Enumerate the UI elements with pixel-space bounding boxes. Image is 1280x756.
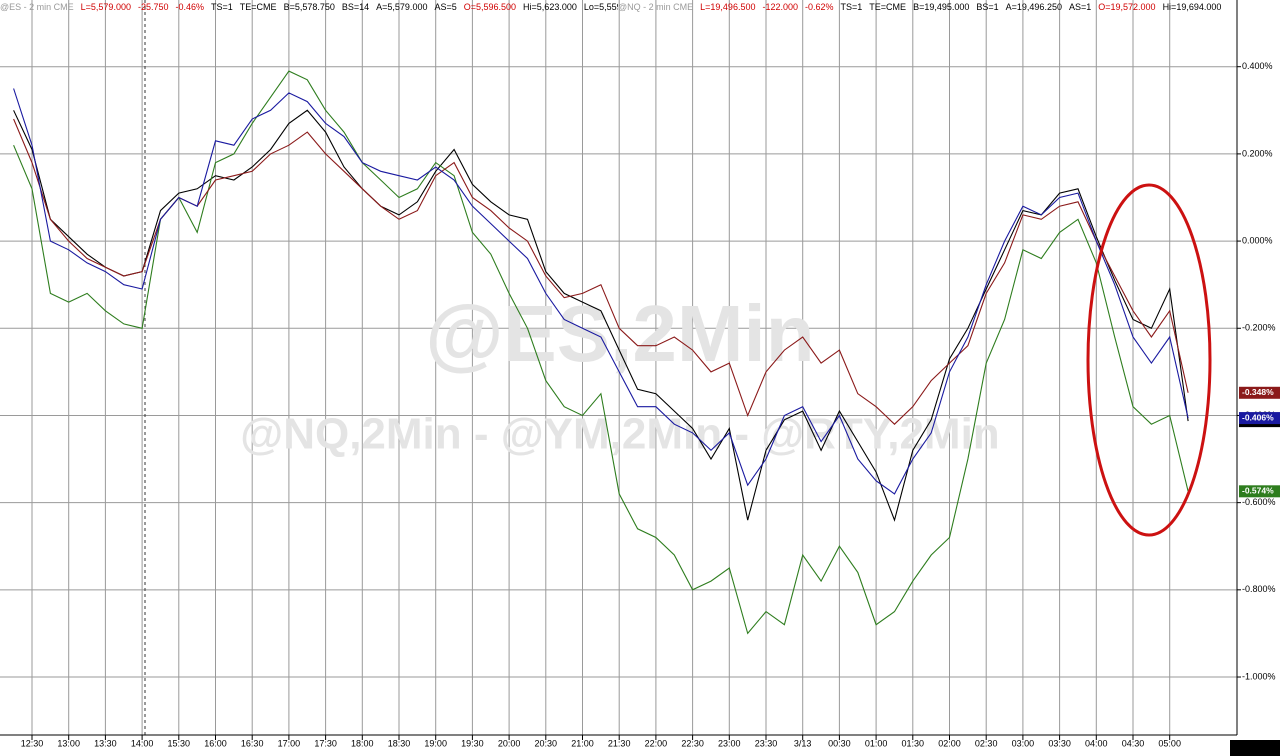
quote-field: A=5,579.000 <box>376 2 428 12</box>
x-tick-label: 03:30 <box>1048 738 1071 748</box>
quote-field: AS=1 <box>1068 2 1092 12</box>
last-value-label: -0.348% <box>1242 387 1274 397</box>
x-tick-label: 23:30 <box>755 738 778 748</box>
series-line <box>13 109 1189 522</box>
x-tick-label: 17:00 <box>278 738 301 748</box>
x-tick-label: 18:30 <box>388 738 411 748</box>
x-tick-label: 04:30 <box>1122 738 1145 748</box>
quote-field: AS=5 <box>434 2 457 12</box>
x-tick-label: 02:00 <box>938 738 961 748</box>
lines <box>13 70 1189 635</box>
y-tick-label: -0.200% <box>1242 323 1276 333</box>
highlight-ellipse <box>1086 183 1212 537</box>
x-tick-label: 21:30 <box>608 738 631 748</box>
x-tick-label: 04:00 <box>1085 738 1108 748</box>
x-tick-label: 14:00 <box>131 738 154 748</box>
y-tick-label: 0.400% <box>1242 61 1273 71</box>
last-value-box <box>1239 485 1280 498</box>
axes: 0.400%0.200%0.000%-0.200%-0.400%-0.600%-… <box>21 61 1280 748</box>
quote-field: @ES - 2 min CME <box>0 2 74 12</box>
quote-field: -0.62% <box>805 2 834 12</box>
x-tick-label: 19:00 <box>424 738 447 748</box>
y-tick-label: -0.800% <box>1242 584 1276 594</box>
x-tick-label: 01:00 <box>865 738 888 748</box>
y-tick-label: 0.200% <box>1242 148 1273 158</box>
x-tick-label: 22:30 <box>681 738 704 748</box>
x-tick-label: 12:30 <box>21 738 44 748</box>
x-tick-label: 00:30 <box>828 738 851 748</box>
last-value-label: -0.574% <box>1242 486 1274 496</box>
grid <box>0 0 1237 735</box>
quote-field: BS=14 <box>341 2 370 12</box>
x-tick-label: 17:30 <box>314 738 337 748</box>
x-tick-label: 05:00 <box>1158 738 1181 748</box>
last-value-label: -0.406% <box>1242 412 1274 422</box>
corner-block <box>1230 740 1280 756</box>
quote-left: @ES - 2 min CME L=5,579.000 -25.750 -0.46% T… <box>0 0 618 14</box>
x-tick-label: 18:00 <box>351 738 374 748</box>
quote-field: TS=1 <box>211 2 233 12</box>
series-line <box>13 70 1189 635</box>
series-line <box>13 118 1189 425</box>
x-tick-label: 21:00 <box>571 738 594 748</box>
quote-field: TE=CME <box>239 2 277 12</box>
quote-field: O=5,596.500 <box>463 2 517 12</box>
quote-field: TE=CME <box>869 2 907 12</box>
x-tick-label: 20:30 <box>535 738 558 748</box>
quote-field: L=5,579.000 <box>80 2 131 12</box>
quote-field: Hi=19,694.000 <box>1162 2 1222 12</box>
y-tick-label: -0.600% <box>1242 497 1276 507</box>
x-tick-label: 3/13 <box>794 738 812 748</box>
x-tick-label: 22:00 <box>645 738 668 748</box>
x-tick-label: 13:00 <box>57 738 80 748</box>
last-value-box <box>1239 412 1280 425</box>
quote-field: @NQ - 2 min CME <box>618 2 694 12</box>
quote-field: -0.46% <box>175 2 205 12</box>
quote-field: B=19,495.000 <box>913 2 970 12</box>
right-axis-bg <box>1237 0 1280 756</box>
quote-field: TS=1 <box>840 2 863 12</box>
quote-field: Lo=5,559.250 <box>583 2 618 12</box>
quote-field: O=19,572.000 <box>1098 2 1156 12</box>
quote-field: -122.000 <box>762 2 798 12</box>
x-tick-label: 16:00 <box>204 738 227 748</box>
quote-field: Hi=5,623.000 <box>523 2 577 12</box>
x-tick-label: 19:30 <box>461 738 484 748</box>
x-tick-label: 23:00 <box>718 738 741 748</box>
watermark: @ES,2Min <box>425 289 814 378</box>
x-tick-label: 15:30 <box>168 738 191 748</box>
last-value-box <box>1239 386 1280 399</box>
y-tick-label: 0.000% <box>1242 235 1273 245</box>
quote-field: B=5,578.750 <box>283 2 335 12</box>
series-line <box>13 88 1189 495</box>
x-tick-label: 01:30 <box>902 738 925 748</box>
bottom-axis-bg <box>0 735 1280 756</box>
x-tick-label: 03:00 <box>1012 738 1035 748</box>
x-tick-label: 16:30 <box>241 738 264 748</box>
x-tick-label: 20:00 <box>498 738 521 748</box>
x-tick-label: 13:30 <box>94 738 117 748</box>
quote-header: @ES - 2 min CME L=5,579.000 -25.750 -0.46% T… <box>0 0 1237 14</box>
quote-right: @NQ - 2 min CME L=19,496.500 -122.000 -0.62… <box>618 0 1236 14</box>
y-tick-label: -1.000% <box>1242 671 1276 681</box>
quote-field: L=19,496.500 <box>700 2 756 12</box>
quote-field: -25.750 <box>137 2 169 12</box>
quote-field: BS=1 <box>976 2 999 12</box>
watermark-secondary: @NQ,2Min - @YM,2Min - @RTY,2Min <box>240 410 999 459</box>
x-tick-label: 02:30 <box>975 738 998 748</box>
quote-field: A=19,496.250 <box>1005 2 1062 12</box>
